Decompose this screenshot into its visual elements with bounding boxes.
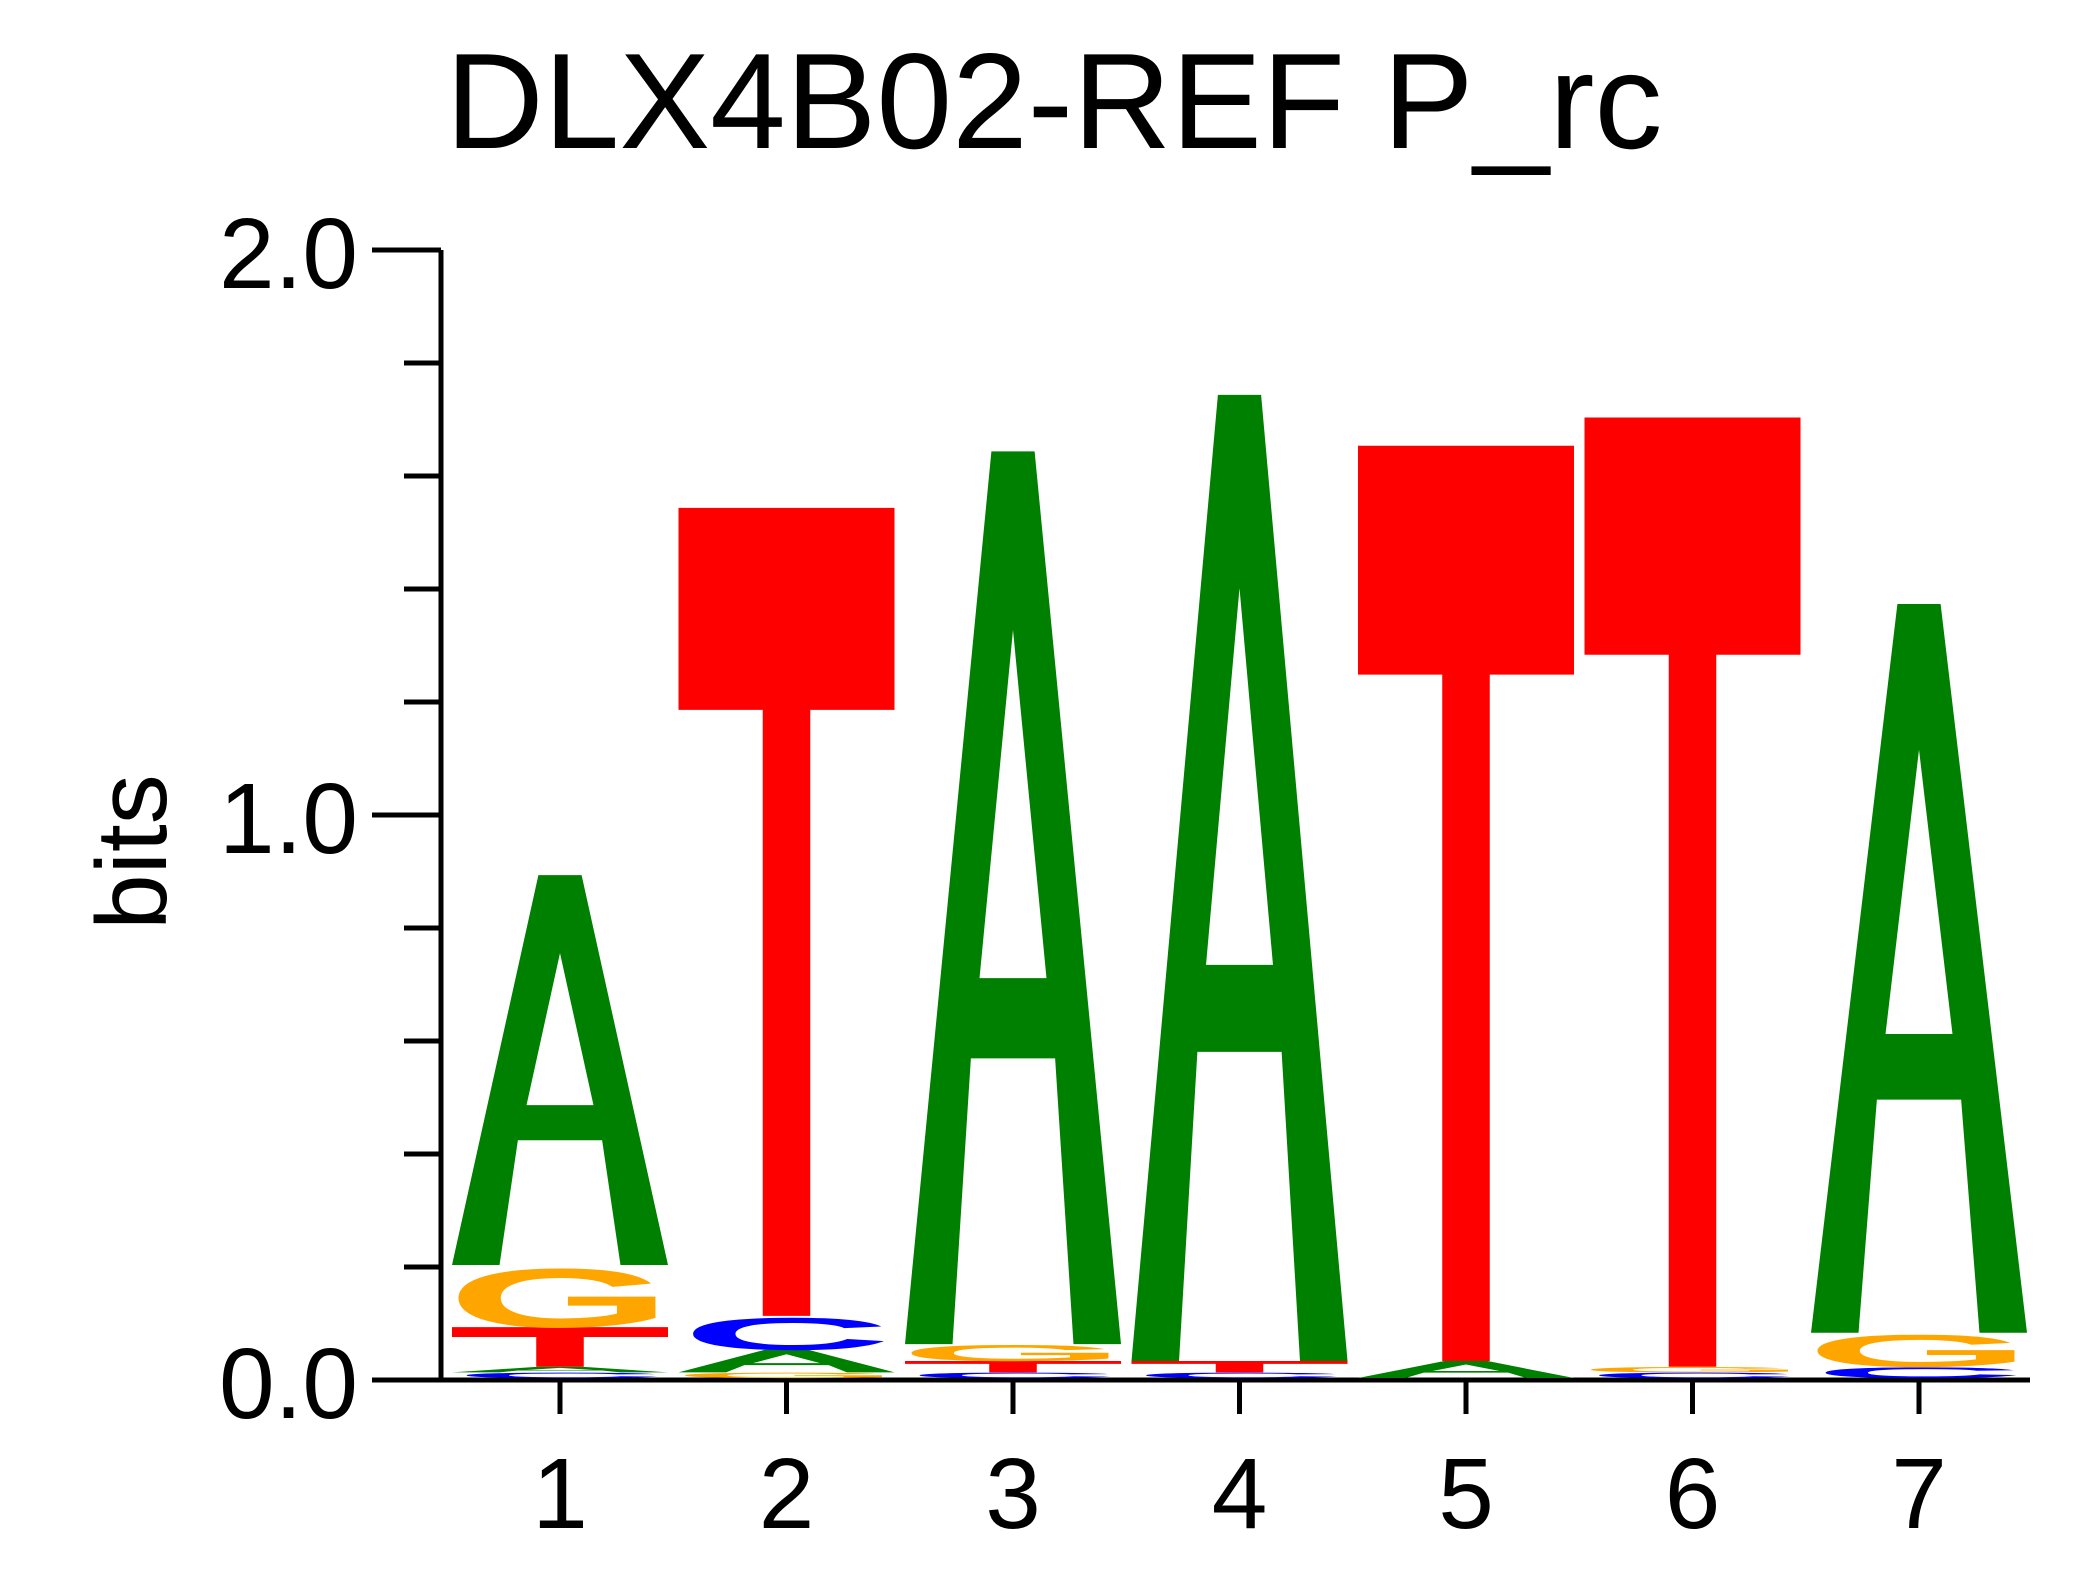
- stack-position-7: CG: [1805, 603, 2033, 1381]
- letter-a: [905, 451, 1121, 1345]
- chart-title: DLX4B02-REF P_rc: [446, 25, 1663, 177]
- stack-position-2: GC: [673, 507, 900, 1380]
- letter-g: G: [1805, 1325, 2032, 1376]
- letter-a: [452, 1366, 668, 1373]
- stack-position-4: C: [1131, 394, 1348, 1380]
- x-tick-label: 2: [759, 1438, 815, 1550]
- letter-t: [452, 1327, 668, 1367]
- y-axis-label: bits: [76, 774, 188, 930]
- y-tick-label: 2.0: [219, 198, 358, 310]
- letter-a: [1131, 394, 1348, 1362]
- letter-t: [1131, 1361, 1348, 1373]
- letter-t: [1584, 417, 1801, 1367]
- letter-g: G: [1579, 1365, 1806, 1374]
- x-tick-label: 5: [1438, 1438, 1494, 1550]
- letter-c: C: [1587, 1371, 1798, 1380]
- stack-position-3: CG: [899, 451, 1127, 1380]
- x-tick-label: 1: [532, 1438, 588, 1550]
- x-tick-label: 4: [1212, 1438, 1268, 1550]
- x-tick-label: 6: [1665, 1438, 1721, 1550]
- letter-c: C: [908, 1371, 1119, 1380]
- letter-c: C: [455, 1371, 666, 1380]
- letter-t: [905, 1361, 1121, 1373]
- letter-t: [1358, 445, 1574, 1362]
- letter-a: [678, 1349, 895, 1373]
- letter-g: G: [673, 1371, 900, 1380]
- letter-a: [452, 875, 668, 1265]
- y-tick-label: 0.0: [219, 1328, 358, 1440]
- letter-t: [678, 507, 895, 1316]
- letter-a: [1358, 1361, 1574, 1378]
- x-tick-label: 7: [1891, 1438, 1947, 1550]
- letter-c: C: [1814, 1364, 2025, 1381]
- letter-c: C: [1134, 1371, 1345, 1380]
- axes: 0.0 1.0 2.0 1 2 3 4 5 6 7: [219, 198, 2030, 1550]
- letter-g: G: [899, 1340, 1126, 1366]
- stack-position-5: [1358, 445, 1574, 1378]
- x-tick-label: 3: [985, 1438, 1041, 1550]
- y-tick-label: 1.0: [219, 763, 358, 875]
- letter-a: [1811, 603, 2027, 1333]
- stack-position-6: CG: [1579, 417, 1806, 1380]
- stack-position-1: CG: [446, 875, 674, 1380]
- letter-c: C: [681, 1309, 892, 1360]
- letter-g: G: [446, 1251, 673, 1345]
